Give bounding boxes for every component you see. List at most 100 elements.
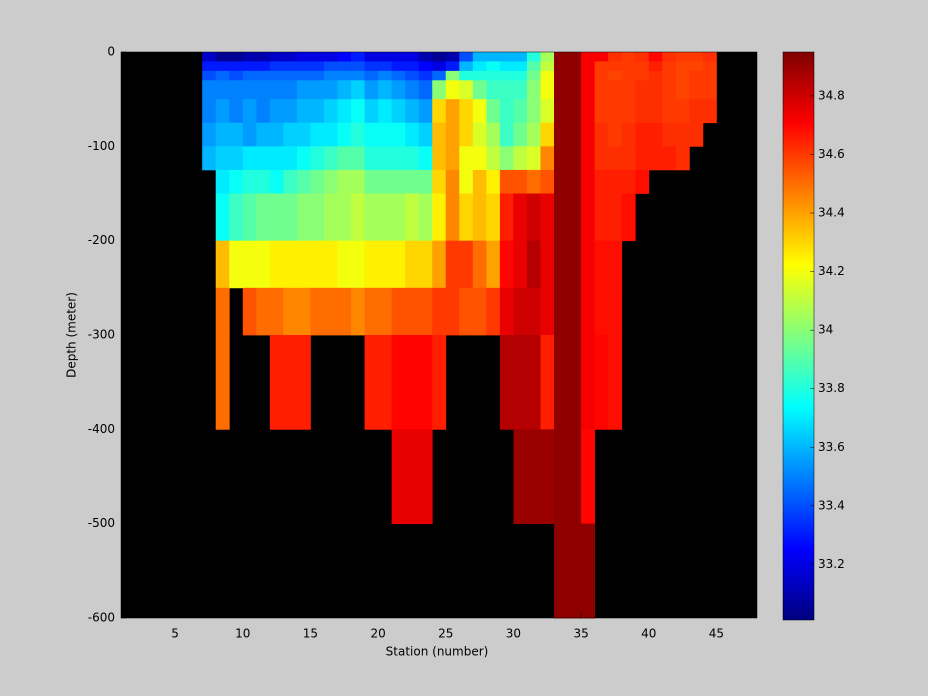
heat-cell bbox=[256, 52, 271, 62]
heat-cell bbox=[256, 146, 271, 171]
heat-cell bbox=[229, 61, 244, 72]
heat-cell bbox=[215, 122, 230, 147]
y-tick-label: -300 bbox=[88, 328, 115, 342]
heat-cell bbox=[621, 169, 636, 194]
heat-cell bbox=[283, 287, 298, 336]
heat-cell bbox=[635, 52, 650, 62]
heat-cell bbox=[621, 99, 636, 124]
heat-cell bbox=[269, 287, 284, 336]
colorbar-tick-label: 34 bbox=[818, 323, 833, 337]
heat-cell bbox=[526, 169, 541, 194]
heat-cell bbox=[364, 169, 379, 194]
heat-cell bbox=[405, 70, 420, 81]
heat-cell bbox=[364, 99, 379, 124]
heat-cell bbox=[283, 99, 298, 124]
heat-cell bbox=[418, 61, 433, 72]
heat-cell bbox=[432, 169, 447, 194]
heat-cell bbox=[689, 80, 704, 100]
colorbar-tick-label: 34.8 bbox=[818, 88, 845, 102]
heat-cell bbox=[256, 287, 271, 336]
heat-cell bbox=[702, 99, 717, 124]
heat-cell bbox=[486, 240, 501, 289]
heat-cell bbox=[310, 169, 325, 194]
heat-cell bbox=[337, 287, 352, 336]
heat-cell bbox=[242, 80, 257, 100]
heat-cell bbox=[608, 61, 623, 72]
heat-cell bbox=[215, 70, 230, 81]
heat-cell bbox=[567, 122, 582, 147]
heat-cell bbox=[310, 80, 325, 100]
x-tick-label: 40 bbox=[641, 627, 656, 641]
heat-cell bbox=[594, 169, 609, 194]
heat-cell bbox=[581, 70, 596, 81]
heat-cell bbox=[310, 99, 325, 124]
heat-cell bbox=[215, 80, 230, 100]
heat-cell bbox=[702, 52, 717, 62]
heat-cell bbox=[283, 335, 298, 430]
heat-cell bbox=[310, 146, 325, 171]
heat-cell bbox=[459, 99, 474, 124]
heat-cell bbox=[256, 70, 271, 81]
heat-cell bbox=[269, 193, 284, 242]
heat-cell bbox=[608, 52, 623, 62]
heat-cell bbox=[337, 52, 352, 62]
heat-cell bbox=[269, 70, 284, 81]
heat-cell bbox=[323, 240, 338, 289]
heat-cell bbox=[581, 146, 596, 171]
heat-cell bbox=[567, 169, 582, 194]
heat-cell bbox=[310, 193, 325, 242]
heat-cell bbox=[351, 146, 365, 171]
heat-cell bbox=[581, 287, 596, 336]
heat-cell bbox=[445, 240, 460, 289]
heat-cell bbox=[581, 52, 596, 62]
heat-cell bbox=[418, 169, 433, 194]
heat-cell bbox=[269, 99, 284, 124]
heat-cell bbox=[513, 70, 528, 81]
heat-cell bbox=[351, 122, 365, 147]
heat-cell bbox=[405, 169, 420, 194]
heat-cell bbox=[540, 335, 555, 430]
heat-cell bbox=[702, 70, 717, 81]
heat-cell bbox=[229, 52, 244, 62]
heat-cell bbox=[269, 61, 284, 72]
heat-cell bbox=[296, 70, 311, 81]
heat-cell bbox=[445, 99, 460, 124]
heat-cell bbox=[486, 193, 501, 242]
heat-cell bbox=[405, 193, 420, 242]
heat-cell bbox=[391, 99, 406, 124]
heat-cell bbox=[202, 122, 217, 147]
heat-cell bbox=[229, 146, 244, 171]
heat-cell bbox=[459, 287, 474, 336]
heat-cell bbox=[269, 335, 284, 430]
heat-cell bbox=[269, 240, 284, 289]
heat-cell bbox=[364, 146, 379, 171]
heat-cell bbox=[256, 193, 271, 242]
heat-cell bbox=[567, 52, 582, 62]
heat-cell bbox=[554, 429, 568, 525]
heat-cell bbox=[526, 429, 541, 525]
heat-cell bbox=[608, 287, 623, 336]
heat-cell bbox=[378, 70, 393, 81]
heat-cell bbox=[472, 287, 487, 336]
heat-cell bbox=[283, 52, 298, 62]
heat-cell bbox=[337, 146, 352, 171]
heat-cell bbox=[486, 52, 501, 62]
heat-cell bbox=[662, 99, 677, 124]
heat-cell bbox=[594, 70, 609, 81]
heat-cell bbox=[635, 61, 650, 72]
heat-cell bbox=[391, 52, 406, 62]
heat-cell bbox=[594, 335, 609, 430]
heat-cell bbox=[364, 335, 379, 430]
heat-cell bbox=[215, 146, 230, 171]
heat-cell bbox=[581, 335, 596, 430]
heat-cell bbox=[351, 169, 365, 194]
heat-cell bbox=[675, 52, 690, 62]
heat-cell bbox=[378, 169, 393, 194]
heat-cell bbox=[499, 99, 514, 124]
heat-cell bbox=[554, 52, 568, 62]
heat-cell bbox=[662, 146, 677, 171]
heat-cell bbox=[296, 193, 311, 242]
heat-cell bbox=[202, 99, 217, 124]
heat-cell bbox=[540, 80, 555, 100]
